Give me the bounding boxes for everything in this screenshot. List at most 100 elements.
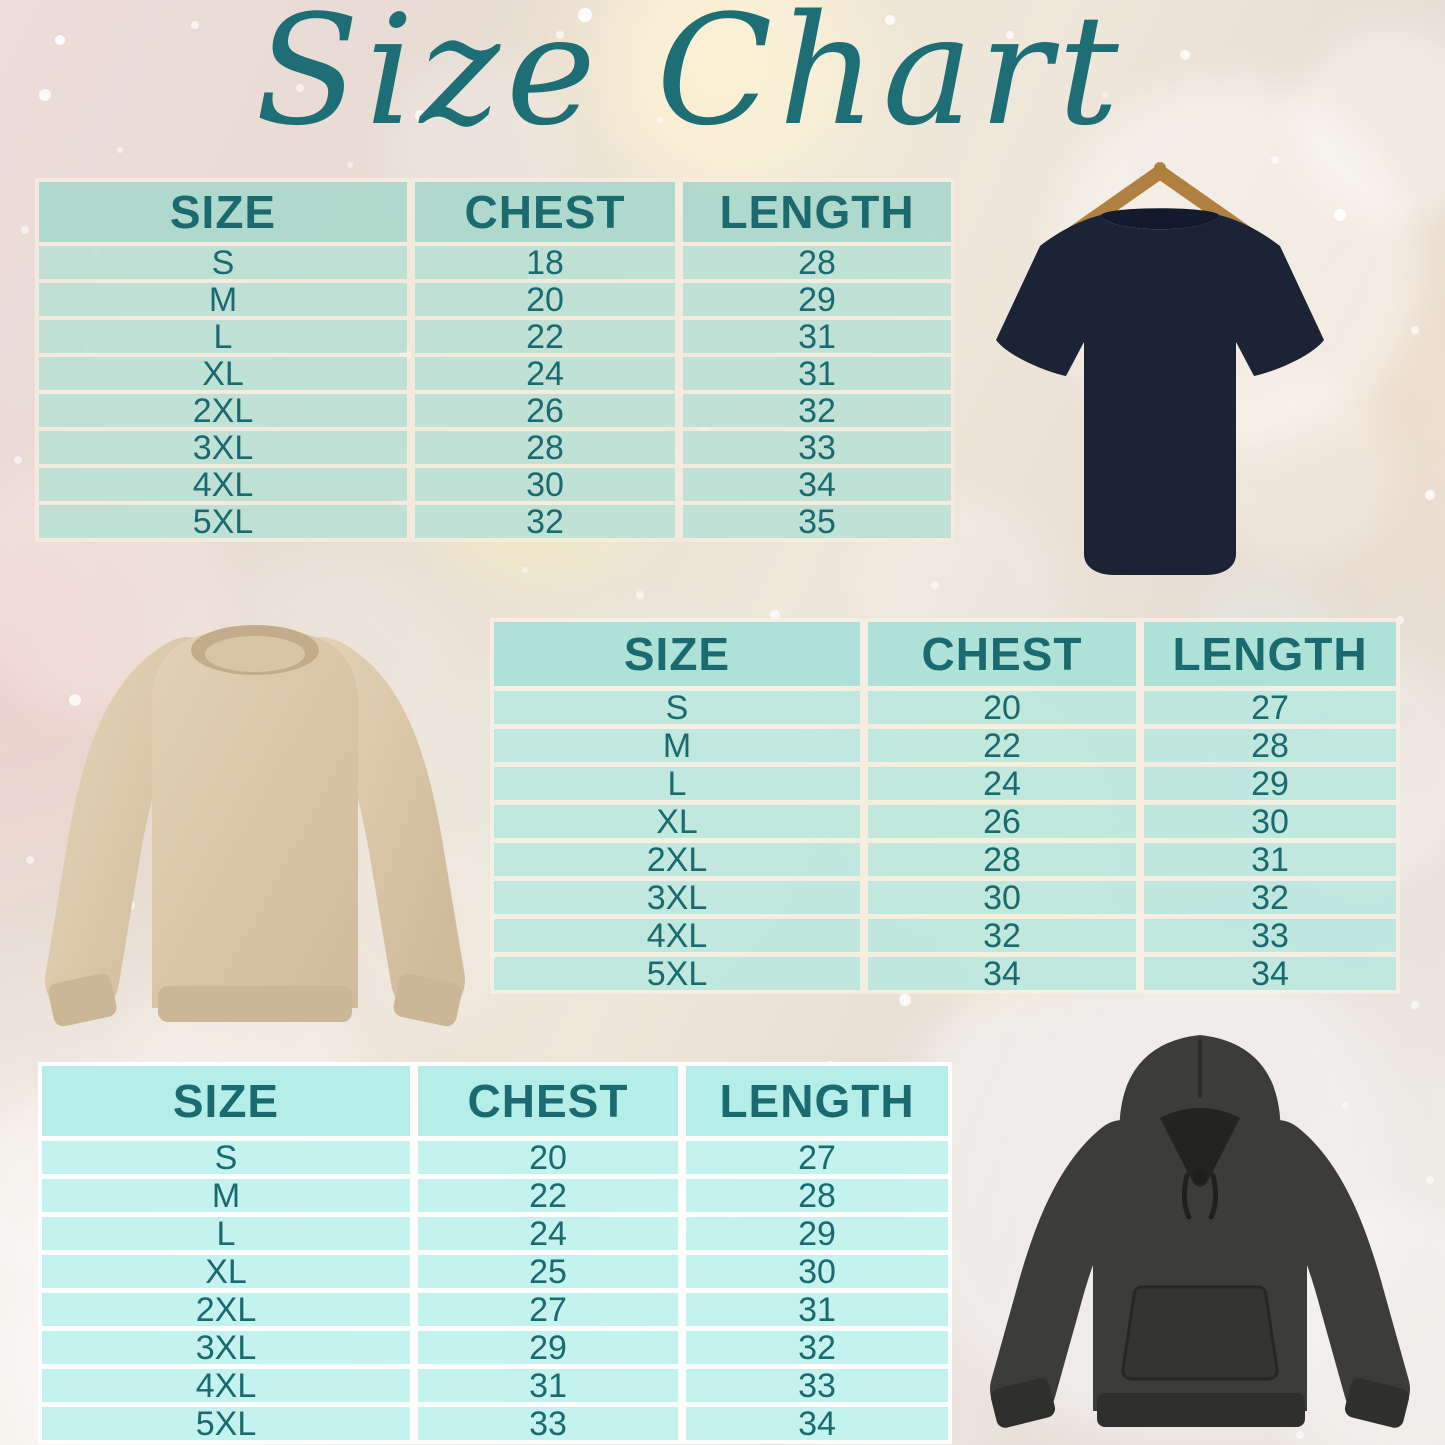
hoodie-drawstring-knot xyxy=(1193,1170,1207,1184)
length-cell: 30 xyxy=(1144,805,1396,839)
size-cell: S xyxy=(42,1141,410,1175)
chest-cell: 20 xyxy=(415,283,675,317)
column-header: CHEST xyxy=(868,622,1136,686)
chest-cell: 33 xyxy=(418,1407,678,1441)
size-table-tshirt: SIZE CHEST LENGTH S 18 28 M 20 29 L 22 31 XL 24 31 2XL 2… xyxy=(35,178,955,542)
chest-cell: 34 xyxy=(868,957,1136,991)
column-header: CHEST xyxy=(415,182,675,242)
length-cell: 27 xyxy=(686,1141,948,1175)
size-cell: S xyxy=(494,691,860,725)
chest-cell: 25 xyxy=(418,1255,678,1289)
size-cell: 2XL xyxy=(42,1293,410,1327)
size-cell: L xyxy=(42,1217,410,1251)
column-header: LENGTH xyxy=(683,182,951,242)
column-header: SIZE xyxy=(39,182,407,242)
size-cell: S xyxy=(39,246,407,280)
size-cell: 4XL xyxy=(494,919,860,953)
chest-cell: 24 xyxy=(415,357,675,391)
size-table-hoodie: SIZE CHEST LENGTH S 20 27 M 22 28 L 24 29 XL 25 30 2XL 2… xyxy=(38,1062,952,1444)
length-cell: 33 xyxy=(686,1369,948,1403)
column-header: CHEST xyxy=(418,1066,678,1136)
size-cell: 3XL xyxy=(39,431,407,465)
chest-cell: 22 xyxy=(418,1179,678,1213)
chest-cell: 28 xyxy=(415,431,675,465)
length-cell: 28 xyxy=(686,1179,948,1213)
sparkle-dot xyxy=(636,591,644,599)
chest-cell: 28 xyxy=(868,843,1136,877)
size-cell: 4XL xyxy=(39,468,407,502)
size-cell: M xyxy=(42,1179,410,1213)
sparkle-dot xyxy=(522,567,528,573)
sparkle-dot xyxy=(21,226,29,234)
sparkle-dot xyxy=(1426,1176,1434,1184)
length-cell: 33 xyxy=(683,431,951,465)
length-cell: 34 xyxy=(683,468,951,502)
sweatshirt-collar-inner xyxy=(205,636,305,672)
length-cell: 29 xyxy=(686,1217,948,1251)
chest-cell: 31 xyxy=(418,1369,678,1403)
length-cell: 29 xyxy=(1144,767,1396,801)
sparkle-dot xyxy=(1411,326,1419,334)
chest-cell: 24 xyxy=(868,767,1136,801)
chest-cell: 20 xyxy=(418,1141,678,1175)
length-cell: 31 xyxy=(1144,843,1396,877)
length-cell: 33 xyxy=(1144,919,1396,953)
length-cell: 32 xyxy=(683,394,951,428)
chest-cell: 30 xyxy=(868,881,1136,915)
size-cell: 5XL xyxy=(39,505,407,539)
length-cell: 31 xyxy=(683,320,951,354)
length-cell: 28 xyxy=(683,246,951,280)
length-cell: 34 xyxy=(686,1407,948,1441)
column-header: LENGTH xyxy=(1144,622,1396,686)
size-cell: XL xyxy=(494,805,860,839)
chest-cell: 18 xyxy=(415,246,675,280)
chest-cell: 26 xyxy=(868,805,1136,839)
sparkle-dot xyxy=(347,162,353,168)
size-cell: L xyxy=(39,320,407,354)
chest-cell: 32 xyxy=(415,505,675,539)
chest-cell: 29 xyxy=(418,1331,678,1365)
tan-crewneck-sweatshirt-image xyxy=(45,625,465,1027)
size-cell: M xyxy=(494,729,860,763)
tshirt-body xyxy=(996,215,1324,575)
size-cell: 5XL xyxy=(42,1407,410,1441)
chest-cell: 22 xyxy=(415,320,675,354)
charcoal-hoodie-image xyxy=(990,1035,1410,1428)
page-title: Size Chart xyxy=(255,0,1125,159)
size-cell: 2XL xyxy=(39,394,407,428)
size-table-sweatshirt: SIZE CHEST LENGTH S 20 27 M 22 28 L 24 29 XL 26 30 2XL 2… xyxy=(490,618,1400,994)
sparkle-dot xyxy=(1425,490,1435,500)
length-cell: 32 xyxy=(686,1331,948,1365)
size-cell: 5XL xyxy=(494,957,860,991)
navy-tshirt-on-hanger-image xyxy=(996,162,1324,575)
size-cell: 2XL xyxy=(494,843,860,877)
size-cell: XL xyxy=(39,357,407,391)
column-header: SIZE xyxy=(42,1066,410,1136)
length-cell: 28 xyxy=(1144,729,1396,763)
length-cell: 34 xyxy=(1144,957,1396,991)
length-cell: 29 xyxy=(683,283,951,317)
size-cell: 4XL xyxy=(42,1369,410,1403)
length-cell: 30 xyxy=(686,1255,948,1289)
sweatshirt-body xyxy=(152,634,358,1008)
chest-cell: 27 xyxy=(418,1293,678,1327)
chest-cell: 30 xyxy=(415,468,675,502)
column-header: LENGTH xyxy=(686,1066,948,1136)
column-header: SIZE xyxy=(494,622,860,686)
size-cell: M xyxy=(39,283,407,317)
length-cell: 27 xyxy=(1144,691,1396,725)
sparkle-dot xyxy=(14,456,22,464)
chest-cell: 24 xyxy=(418,1217,678,1251)
tshirt-collar xyxy=(1101,208,1219,230)
sweatshirt-left-cuff xyxy=(48,973,117,1027)
length-cell: 35 xyxy=(683,505,951,539)
hoodie-hem xyxy=(1097,1393,1305,1427)
size-cell: 3XL xyxy=(42,1331,410,1365)
length-cell: 32 xyxy=(1144,881,1396,915)
size-cell: L xyxy=(494,767,860,801)
chest-cell: 22 xyxy=(868,729,1136,763)
size-cell: 3XL xyxy=(494,881,860,915)
chest-cell: 26 xyxy=(415,394,675,428)
sparkle-dot xyxy=(931,581,939,589)
